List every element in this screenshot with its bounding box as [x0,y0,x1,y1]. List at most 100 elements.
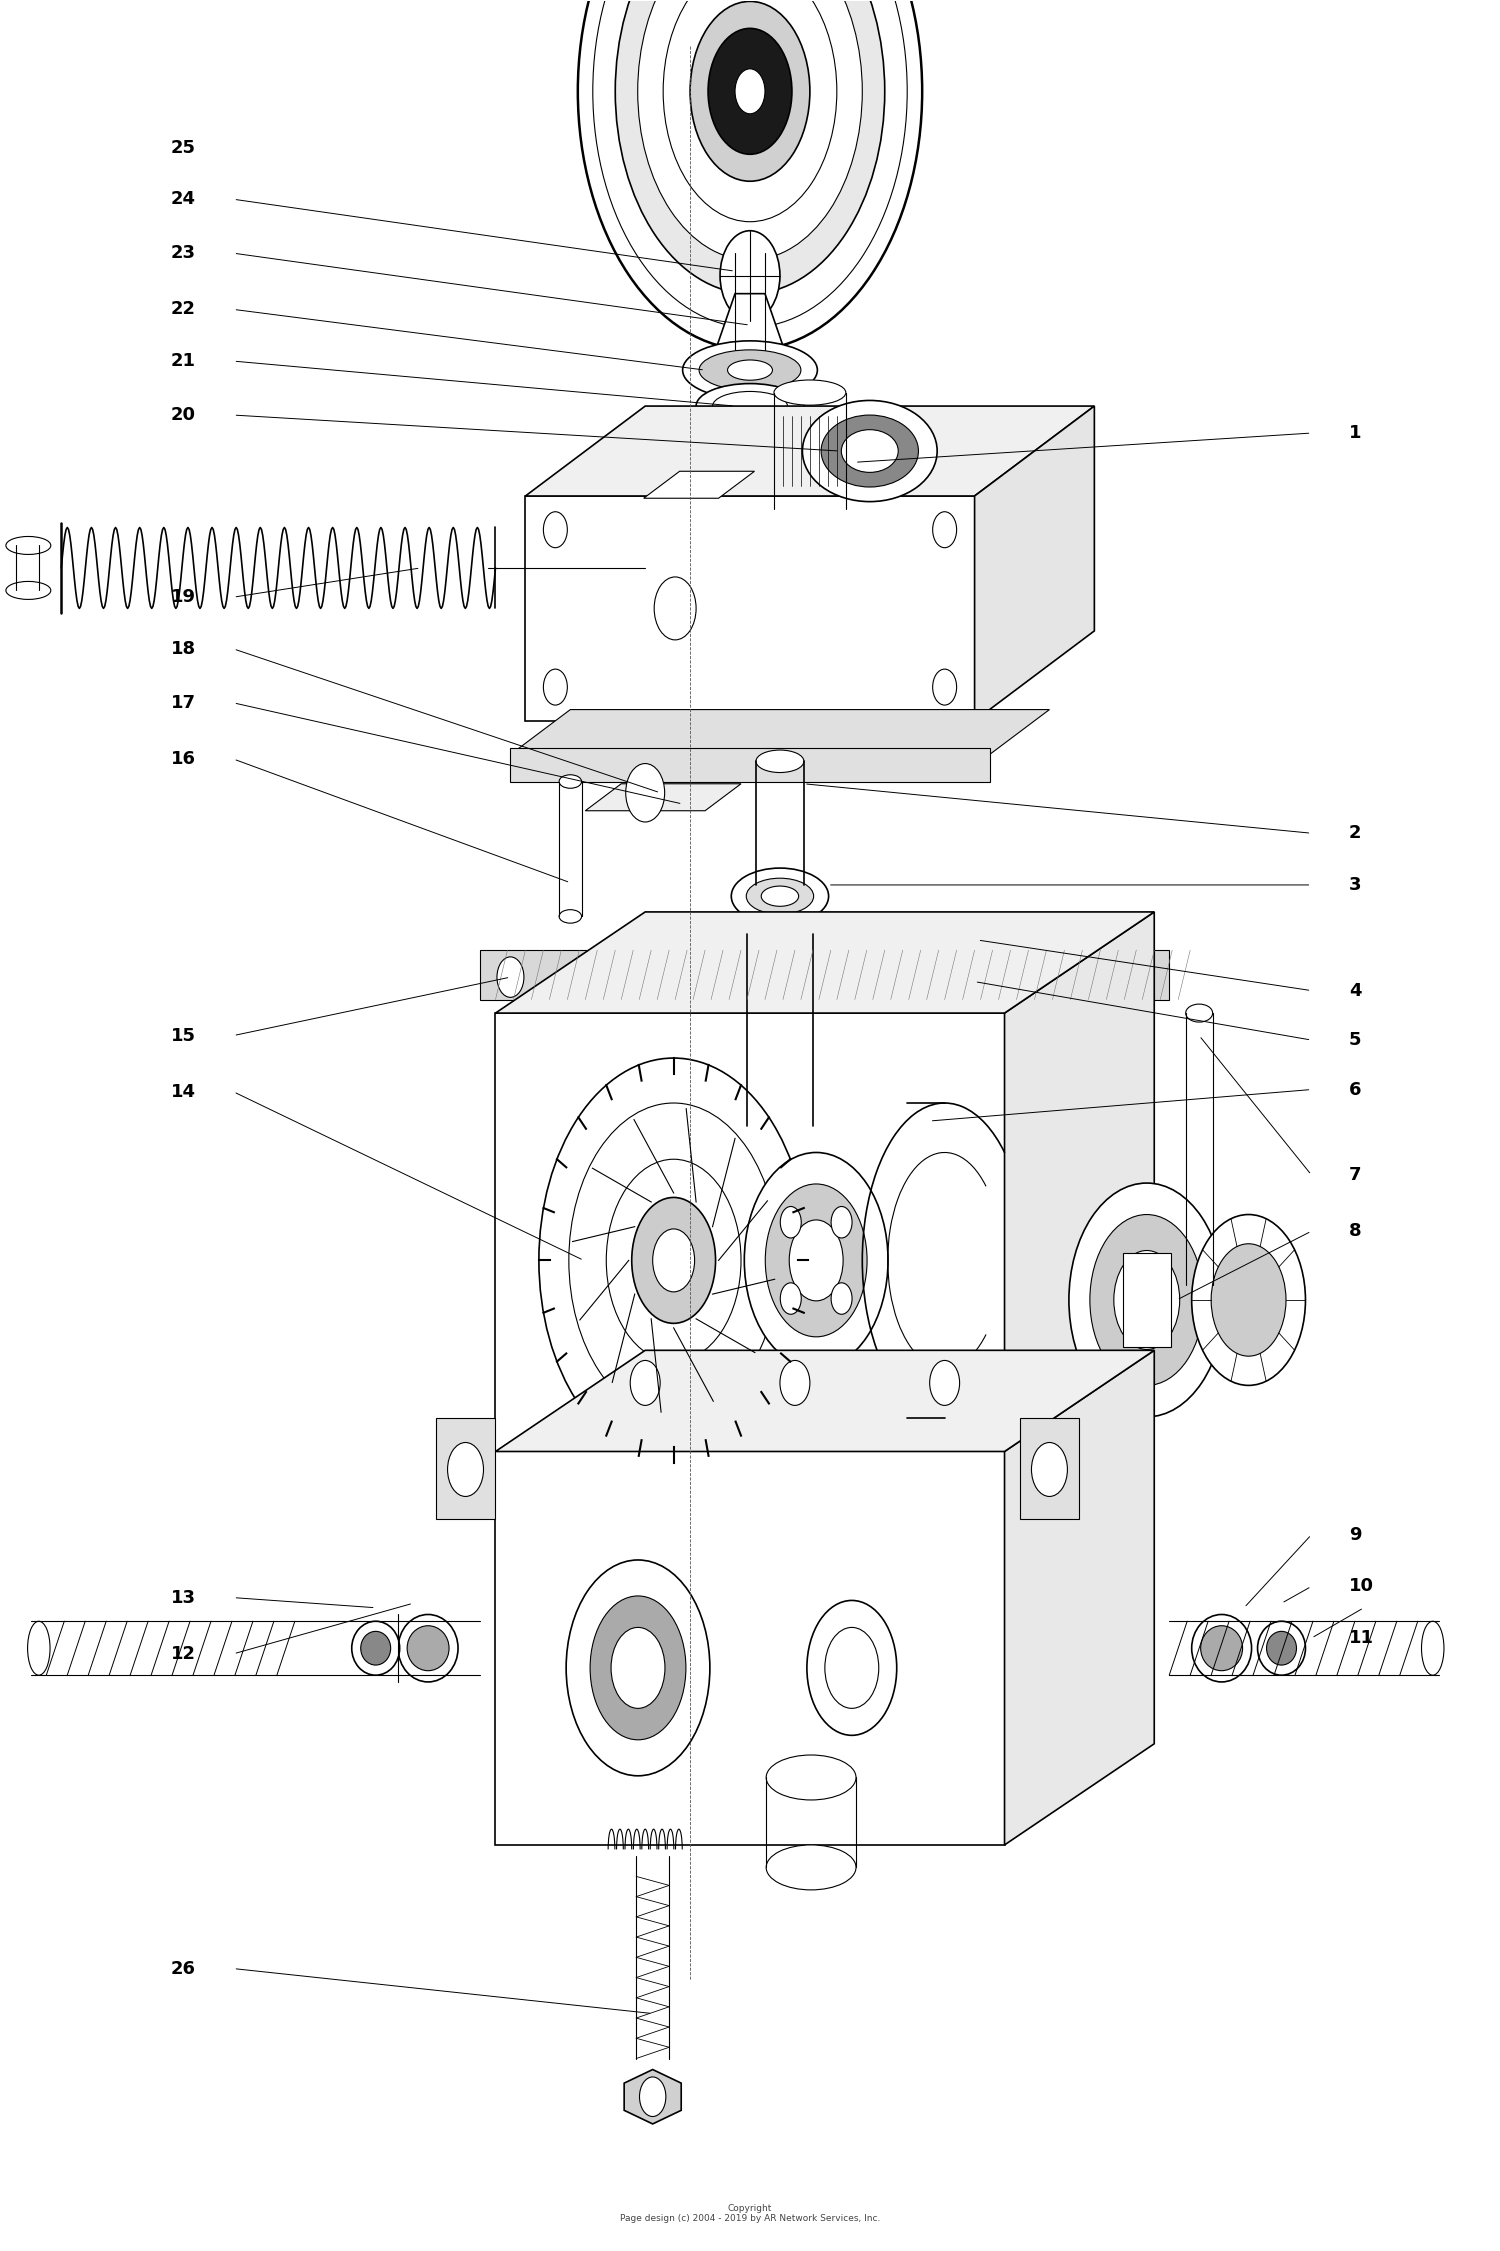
Circle shape [654,576,696,639]
Ellipse shape [821,414,918,486]
Text: 20: 20 [171,405,196,423]
Text: 2: 2 [1348,824,1362,842]
Ellipse shape [774,497,846,522]
Circle shape [606,1159,741,1362]
Ellipse shape [6,581,51,599]
Ellipse shape [351,1621,399,1675]
Circle shape [1070,1184,1224,1416]
Ellipse shape [398,1614,458,1681]
Text: 14: 14 [171,1083,196,1101]
Circle shape [690,2,810,182]
Circle shape [543,511,567,547]
Ellipse shape [766,1756,856,1801]
Ellipse shape [696,383,804,428]
Text: 25: 25 [171,140,196,158]
Circle shape [856,957,883,997]
Circle shape [720,230,780,320]
Circle shape [639,2078,666,2116]
Ellipse shape [842,430,898,473]
Ellipse shape [756,750,804,772]
Text: 5: 5 [1348,1031,1362,1049]
Text: 4: 4 [1348,981,1362,999]
Circle shape [663,0,837,221]
Ellipse shape [6,536,51,554]
Ellipse shape [1185,1276,1212,1294]
Text: 18: 18 [171,639,196,657]
Polygon shape [975,405,1095,720]
Text: 9: 9 [1348,1526,1362,1544]
Ellipse shape [747,925,813,943]
Text: 11: 11 [1348,1630,1374,1648]
Polygon shape [1005,1351,1155,1846]
Text: 22: 22 [171,299,196,317]
Ellipse shape [27,1621,50,1675]
Circle shape [780,1207,801,1238]
Text: 1: 1 [1348,423,1362,441]
Ellipse shape [747,878,813,914]
Ellipse shape [406,1625,448,1670]
Polygon shape [480,950,1168,999]
Text: 17: 17 [171,693,196,711]
Ellipse shape [774,380,846,405]
Ellipse shape [766,1846,856,1891]
Circle shape [1022,957,1048,997]
Ellipse shape [699,349,801,389]
Ellipse shape [802,401,938,502]
Circle shape [638,0,862,259]
Circle shape [831,1207,852,1238]
Circle shape [676,957,703,997]
Text: 6: 6 [1348,1080,1362,1098]
Polygon shape [644,470,754,497]
Polygon shape [1020,1418,1080,1519]
Text: Copyright
Page design (c) 2004 - 2019 by AR Network Services, Inc.: Copyright Page design (c) 2004 - 2019 by… [620,2204,880,2224]
Circle shape [780,1360,810,1405]
Ellipse shape [728,360,772,380]
Ellipse shape [1422,1621,1444,1675]
Polygon shape [525,495,975,720]
Text: 12: 12 [171,1645,196,1663]
Text: 19: 19 [171,588,196,606]
Circle shape [630,1360,660,1405]
Polygon shape [495,1351,1155,1452]
Circle shape [447,1443,483,1497]
Circle shape [543,669,567,705]
Text: 13: 13 [171,1589,196,1607]
Polygon shape [435,1418,495,1519]
Ellipse shape [560,909,582,923]
Circle shape [568,1103,778,1418]
Polygon shape [510,709,1050,754]
Circle shape [615,0,885,293]
Circle shape [1114,1252,1179,1348]
Text: 8: 8 [1348,1222,1362,1240]
Circle shape [652,1229,694,1292]
Text: 3: 3 [1348,876,1362,894]
Circle shape [538,1058,808,1463]
Polygon shape [624,2069,681,2125]
Circle shape [1032,1443,1068,1497]
Circle shape [744,1153,888,1369]
Circle shape [780,1283,801,1315]
Ellipse shape [712,392,788,421]
Text: 16: 16 [171,750,196,768]
Ellipse shape [1257,1621,1305,1675]
Ellipse shape [1191,1614,1251,1681]
Circle shape [592,0,908,326]
Circle shape [708,29,792,155]
Bar [510,747,990,781]
Ellipse shape [732,869,828,925]
Circle shape [626,763,664,822]
Text: 10: 10 [1348,1578,1374,1596]
Circle shape [610,1627,664,1709]
Circle shape [1090,1216,1203,1384]
Polygon shape [585,783,741,810]
Text: 15: 15 [171,1026,196,1044]
Circle shape [930,1360,960,1405]
Circle shape [933,511,957,547]
Text: 21: 21 [171,351,196,369]
Polygon shape [1005,912,1155,1508]
Circle shape [831,1283,852,1315]
Circle shape [789,1220,843,1301]
Ellipse shape [360,1632,390,1666]
Circle shape [807,1600,897,1736]
Circle shape [566,1560,710,1776]
